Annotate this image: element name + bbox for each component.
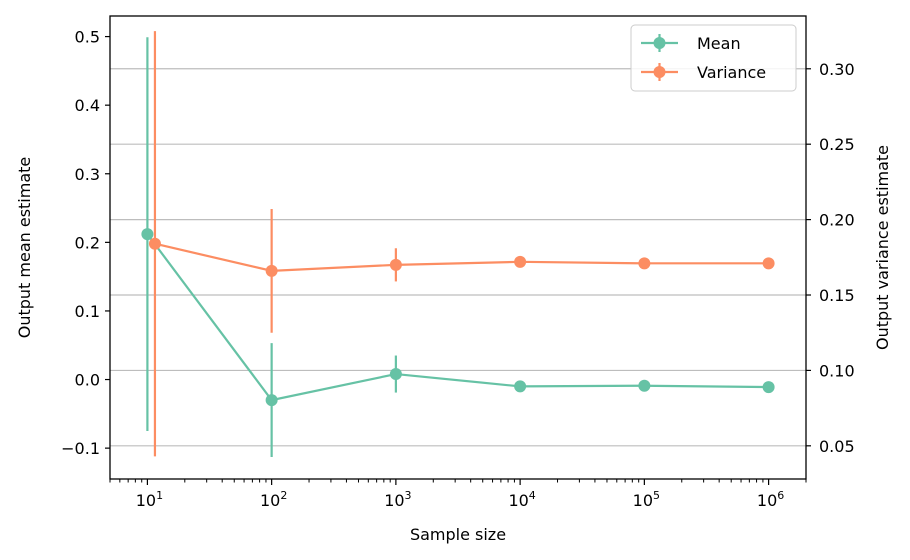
legend-marker-variance: [653, 66, 666, 78]
y-left-tick-label: −0.1: [61, 439, 100, 458]
y-left-tick-label: 0.1: [75, 302, 100, 321]
point-mean: [762, 381, 775, 394]
legend-label-mean: Mean: [697, 34, 741, 53]
plot-frame: [109, 15, 807, 480]
point-variance: [514, 255, 527, 268]
y-left-tick-label: 0.3: [75, 165, 100, 184]
grid-lines: [110, 68, 806, 447]
left-axis: −0.1 0.0 0.1 0.2 0.3 0.4 0.5: [61, 28, 110, 458]
y-right-tick-label: 0.05: [819, 437, 855, 456]
legend-item-variance: Variance: [641, 63, 766, 82]
point-variance: [389, 258, 402, 271]
point-mean: [638, 379, 651, 392]
line-variance: [154, 242, 769, 272]
legend: Mean Variance: [630, 24, 797, 92]
x-tick-label: 104: [508, 489, 535, 510]
point-variance: [265, 264, 278, 277]
point-variance: [762, 257, 775, 270]
legend-box: [630, 24, 797, 92]
y-left-tick-label: 0.2: [75, 233, 100, 252]
bottom-axis: 101 102 103 104 105 106: [109, 479, 807, 510]
point-mean: [389, 368, 402, 381]
x-tick-label: 103: [384, 489, 411, 510]
y-left-tick-label: 0.4: [75, 96, 100, 115]
x-tick-label: 101: [136, 489, 163, 510]
y-left-tick-label: 0.0: [75, 371, 100, 390]
series-variance: [148, 31, 775, 457]
y-left-tick-label: 0.5: [75, 28, 100, 47]
y-axis-right-label: Output variance estimate: [873, 145, 892, 350]
y-right-tick-label: 0.25: [819, 135, 855, 154]
point-mean: [141, 228, 154, 241]
series-mean: [141, 37, 775, 458]
right-axis: 0.05 0.10 0.15 0.20 0.25 0.30: [806, 60, 855, 456]
line-mean: [146, 233, 769, 402]
legend-marker-mean: [653, 37, 666, 49]
legend-item-mean: Mean: [641, 34, 741, 53]
point-variance: [148, 237, 161, 250]
x-axis-label: Sample size: [410, 525, 506, 544]
point-mean: [514, 380, 527, 393]
y-right-tick-label: 0.20: [819, 211, 855, 230]
y-right-tick-label: 0.15: [819, 286, 855, 305]
legend-label-variance: Variance: [697, 63, 766, 82]
series-layer: [141, 31, 775, 458]
y-axis-left-label: Output mean estimate: [15, 157, 34, 339]
y-right-tick-label: 0.10: [819, 361, 855, 380]
point-variance: [638, 257, 651, 270]
point-mean: [265, 394, 278, 407]
y-right-tick-label: 0.30: [819, 60, 855, 79]
x-tick-label: 105: [633, 489, 660, 510]
x-tick-label: 106: [757, 489, 784, 510]
x-tick-label: 102: [260, 489, 287, 510]
